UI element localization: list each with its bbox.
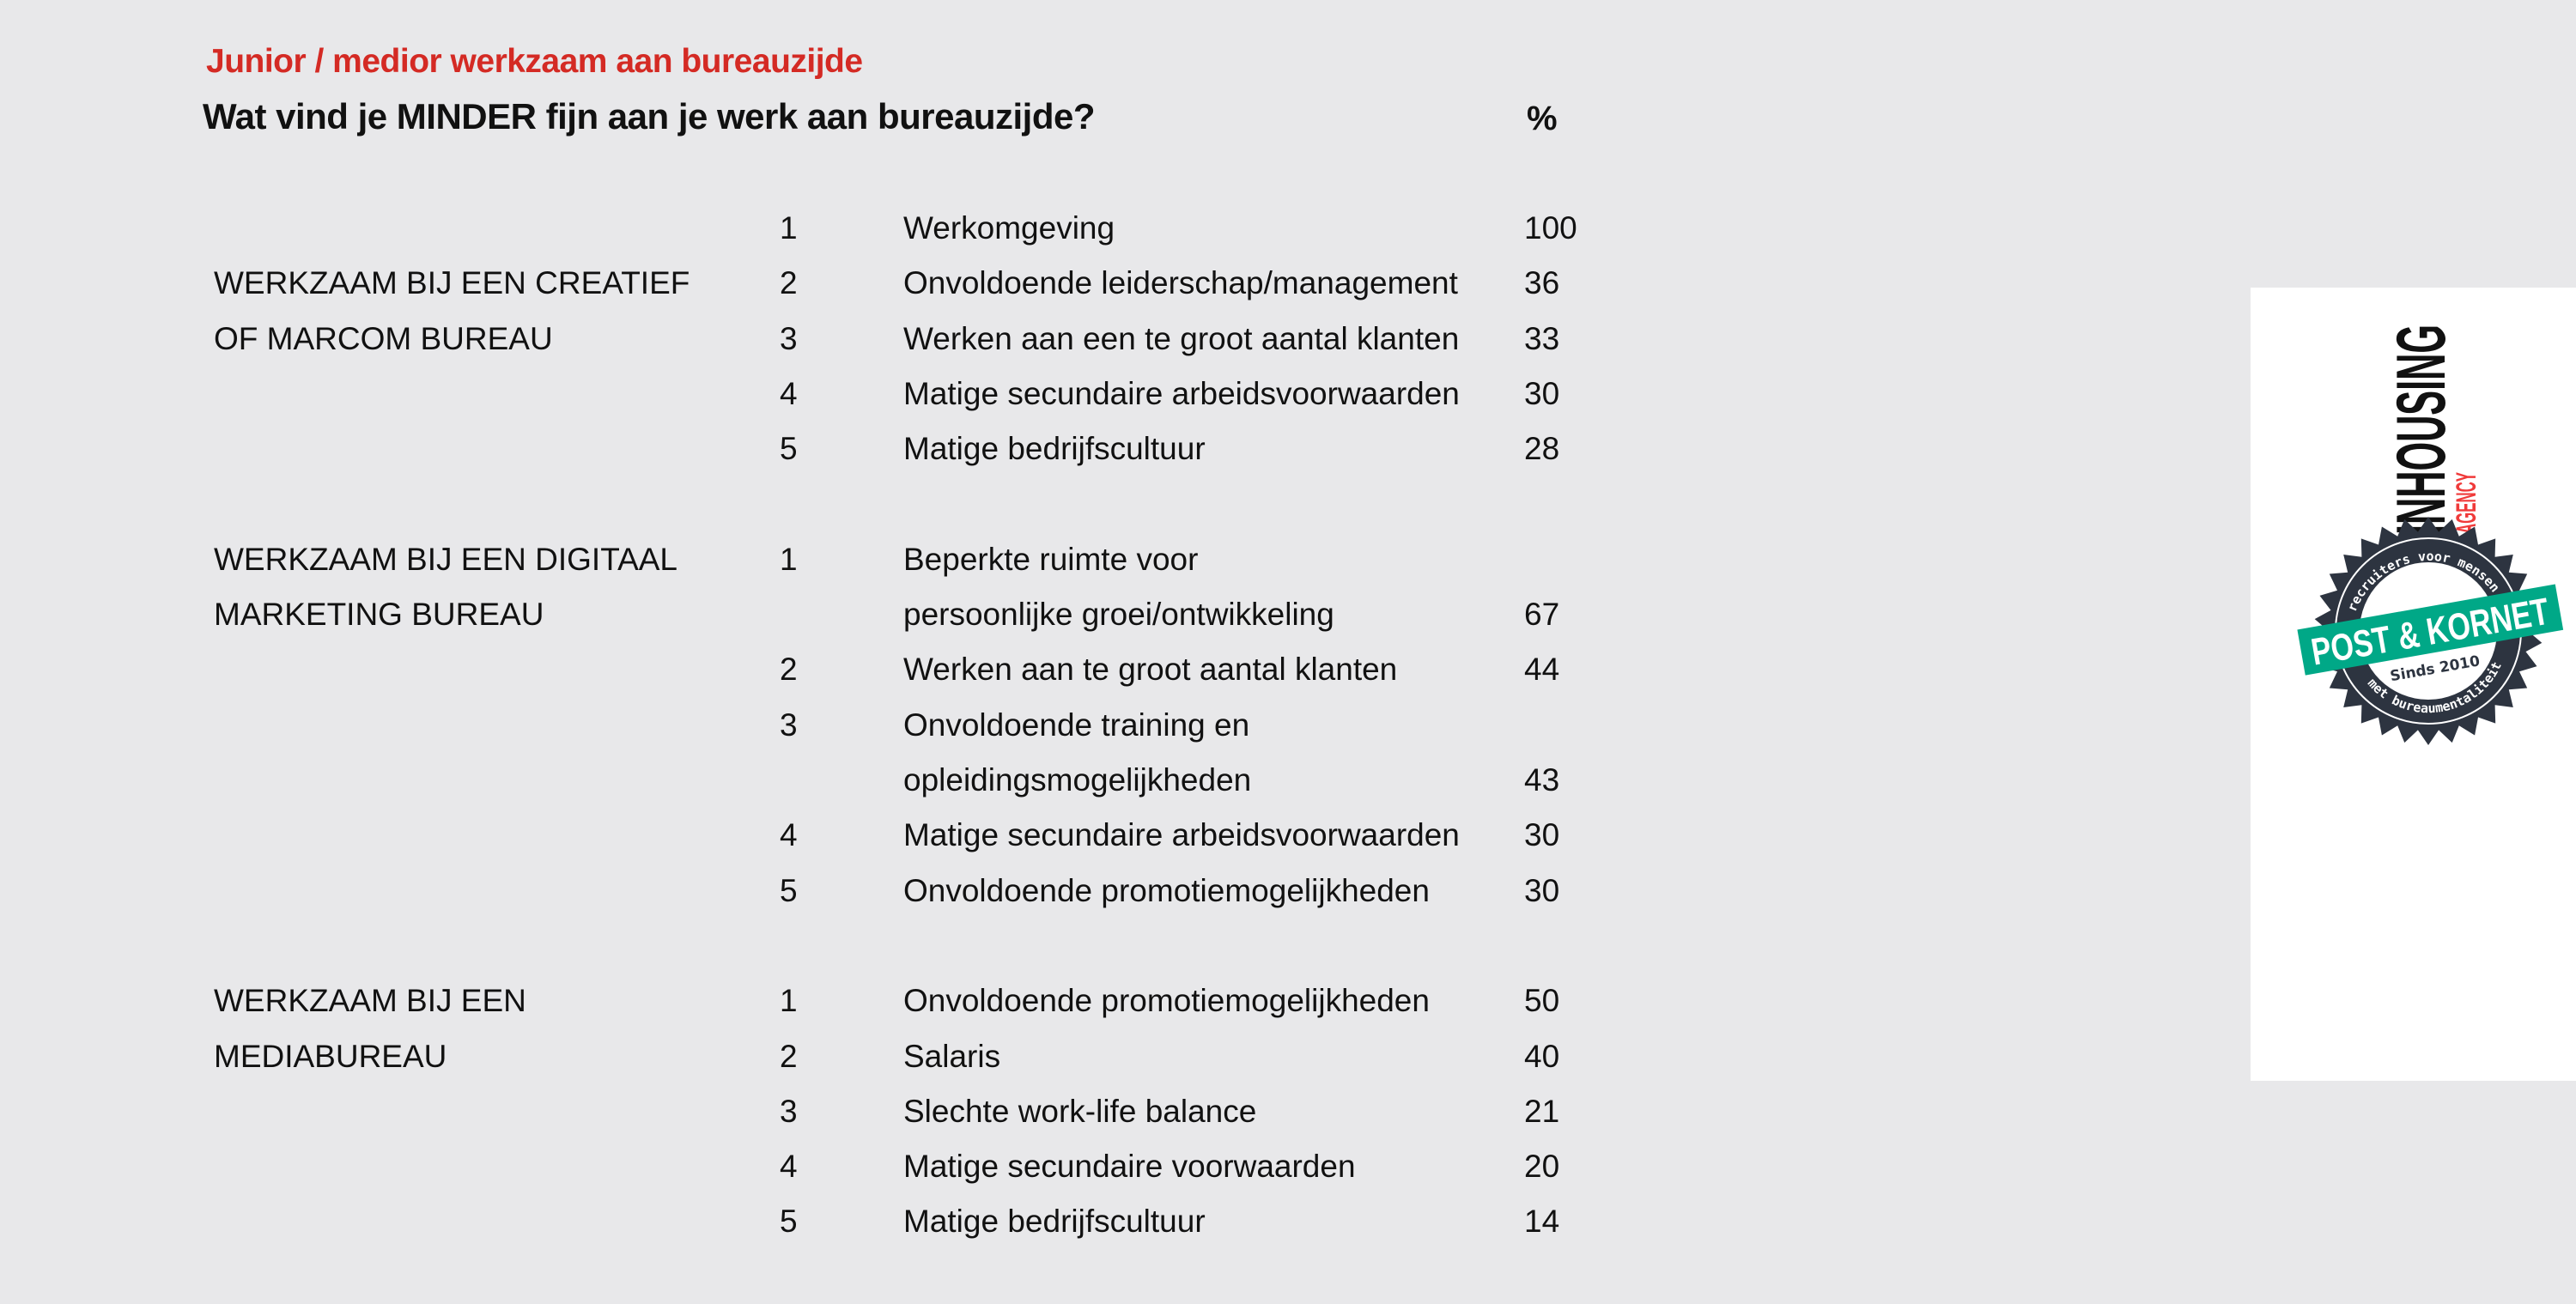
percent-value: 50 [1524, 983, 1560, 1019]
item-text: Werken aan te groot aantal klanten [903, 652, 1398, 688]
rank-number: 4 [780, 817, 798, 853]
item-text: Matige bedrijfscultuur [903, 431, 1206, 467]
percent-value: 14 [1524, 1204, 1560, 1240]
survey-question: Wat vind je MINDER fijn aan je werk aan … [203, 96, 1096, 136]
group-label: OF MARCOM BUREAU [214, 320, 553, 356]
item-text: Slechte work-life balance [903, 1093, 1257, 1129]
item-text: persoonlijke groei/ontwikkeling [903, 597, 1334, 633]
rank-number: 5 [780, 431, 798, 467]
rank-number: 1 [780, 541, 798, 577]
percent-value: 20 [1524, 1149, 1560, 1185]
percent-value: 30 [1524, 817, 1560, 853]
rank-number: 1 [780, 210, 798, 246]
rank-number: 1 [780, 983, 798, 1019]
inhousing-logo-text: INHOUSING [2382, 324, 2460, 535]
logos: INHOUSING AGENCY recruiters voor mensen … [2297, 324, 2564, 745]
post-kornet-badge: recruiters voor mensen met bureaumentali… [2297, 517, 2564, 745]
inhousing-agency-logo: INHOUSING AGENCY [2382, 324, 2482, 535]
item-text: opleidingsmogelijkheden [903, 762, 1252, 798]
item-text: Onvoldoende promotiemogelijkheden [903, 872, 1430, 908]
rank-number: 5 [780, 872, 798, 908]
group-label: WERKZAAM BIJ EEN CREATIEF [214, 265, 690, 301]
section-subtitle: Junior / medior werkzaam aan bureauzijde [206, 43, 863, 80]
rank-number: 2 [780, 652, 798, 688]
item-text: Onvoldoende training en [903, 707, 1250, 743]
item-text: Matige secundaire voorwaarden [903, 1149, 1356, 1185]
percent-value: 28 [1524, 431, 1560, 467]
group-label: WERKZAAM BIJ EEN [214, 983, 526, 1019]
logo-panel: INHOUSING AGENCY recruiters voor mensen … [2251, 288, 2576, 1081]
rank-number: 5 [780, 1204, 798, 1240]
item-text: Onvoldoende leiderschap/management [903, 265, 1458, 301]
percent-value: 44 [1524, 652, 1560, 688]
item-text: Salaris [903, 1038, 1001, 1074]
group-label: MEDIABUREAU [214, 1038, 447, 1074]
agency-logo-text: AGENCY [2451, 472, 2482, 534]
rank-number: 4 [780, 1149, 798, 1185]
group-label: MARKETING BUREAU [214, 597, 544, 633]
percent-value: 36 [1524, 265, 1560, 301]
percent-value: 40 [1524, 1038, 1560, 1074]
results-table: WERKZAAM BIJ EEN CREATIEF OF MARCOM BUREA… [214, 210, 1577, 1240]
rank-number: 3 [780, 707, 798, 743]
rank-number: 2 [780, 265, 798, 301]
rank-number: 2 [780, 1038, 798, 1074]
percent-value: 30 [1524, 872, 1560, 908]
group-label: WERKZAAM BIJ EEN DIGITAAL [214, 541, 678, 577]
rank-number: 3 [780, 1093, 798, 1129]
percent-value: 21 [1524, 1093, 1560, 1129]
item-text: Matige secundaire arbeidsvoorwaarden [903, 375, 1460, 411]
item-text: Matige bedrijfscultuur [903, 1204, 1206, 1240]
percent-value: 43 [1524, 762, 1560, 798]
percent-value: 67 [1524, 597, 1560, 633]
item-text: Matige secundaire arbeidsvoorwaarden [903, 817, 1460, 853]
percent-value: 30 [1524, 375, 1560, 411]
rank-number: 4 [780, 375, 798, 411]
percent-value: 100 [1524, 210, 1577, 246]
item-text: Werken aan een te groot aantal klanten [903, 320, 1460, 356]
item-text: Beperkte ruimte voor [903, 541, 1199, 577]
item-text: Werkomgeving [903, 210, 1115, 246]
rank-number: 3 [780, 320, 798, 356]
percent-column-header: % [1527, 100, 1558, 137]
item-text: Onvoldoende promotiemogelijkheden [903, 983, 1430, 1019]
percent-value: 33 [1524, 320, 1560, 356]
